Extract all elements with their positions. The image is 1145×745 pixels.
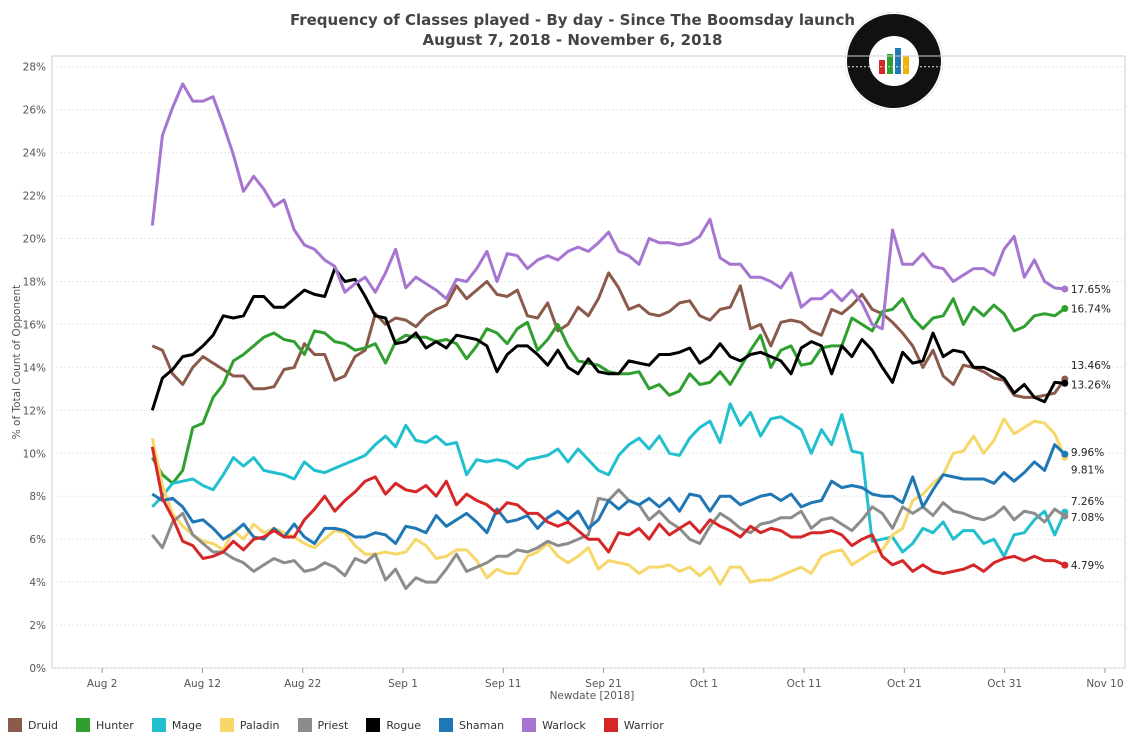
series-line-warrior (150, 446, 1066, 575)
end-label-mage: 7.26% (1071, 496, 1104, 508)
data-reaper-report-logo (845, 12, 943, 110)
end-label-warlock: 17.65% (1071, 284, 1111, 296)
y-tick-label: 14% (23, 362, 46, 374)
legend-item-mage: Mage (151, 718, 202, 732)
logo-emblem (869, 36, 919, 86)
end-labels: 13.46% 16.74% 7.26% 9.81% 7.08% 13.26% 9.96% 17… (1071, 284, 1111, 572)
series-end-point-rogue (1061, 379, 1069, 387)
series-end-point-warrior (1061, 561, 1069, 569)
axes: 0% 2% 4% 6% 8% 10% 12% 14% 16% 18% 20% 22% 24% 26% 28%… (23, 62, 1124, 690)
legend-swatch (438, 718, 453, 732)
x-axis-title: Newdate [2018] (550, 690, 635, 702)
y-tick-label: 12% (23, 405, 46, 417)
logo-bar-gold (903, 56, 909, 74)
legend-item-rogue: Rogue (366, 718, 421, 732)
y-tick-label: 10% (23, 448, 46, 460)
x-tick-label: Oct 1 (690, 678, 718, 690)
legend-item-hunter: Hunter (76, 718, 134, 732)
end-label-paladin: 9.81% (1071, 464, 1104, 476)
y-tick-label: 26% (23, 105, 46, 117)
x-tick-label: Oct 11 (787, 678, 822, 690)
series-line-shaman (151, 443, 1066, 545)
y-tick-label: 2% (29, 620, 46, 632)
series-end-point-shaman (1061, 450, 1069, 458)
legend-item-warrior: Warrior (603, 718, 664, 732)
series-line-paladin (150, 417, 1067, 586)
y-tick-label: 18% (23, 276, 46, 288)
legend-item-shaman: Shaman (438, 718, 505, 732)
logo-bar-green (887, 54, 893, 74)
y-axis-title: % of Total Count of Opponent (11, 285, 23, 440)
x-tick-label: Oct 31 (987, 678, 1022, 690)
legend-label: Warlock (542, 718, 586, 732)
y-tick-label: 0% (29, 663, 46, 675)
legend-swatch (603, 718, 618, 732)
series-lines (150, 82, 1069, 590)
y-tick-label: 24% (23, 148, 46, 160)
end-label-hunter: 16.74% (1071, 304, 1111, 316)
chart-subtitle: August 7, 2018 - November 6, 2018 (422, 31, 723, 49)
legend-label: Paladin (239, 718, 280, 732)
series-line-mage (151, 402, 1067, 558)
legend-swatch (8, 718, 22, 732)
series-end-point-priest (1061, 512, 1069, 520)
end-label-shaman: 9.96% (1071, 447, 1104, 459)
series-line-druid (151, 271, 1067, 399)
legend-label: Warrior (623, 718, 664, 732)
legend-label: Hunter (96, 718, 134, 732)
legend-label: Rogue (386, 718, 421, 732)
y-tick-label: 20% (23, 234, 46, 246)
legend-item-warlock: Warlock (522, 718, 586, 732)
x-tick-label: Nov 10 (1086, 678, 1123, 690)
x-tick-label: Sep 21 (585, 678, 622, 690)
end-label-druid: 13.46% (1071, 360, 1111, 372)
legend-swatch (151, 718, 166, 732)
legend-swatch (76, 718, 91, 732)
x-tick-label: Oct 21 (887, 678, 922, 690)
legend-swatch (522, 718, 537, 732)
series-line-hunter (151, 297, 1066, 485)
legend-item-priest: Priest (297, 718, 349, 732)
x-tick-label: Aug 12 (184, 678, 221, 690)
series-end-point-hunter (1061, 305, 1069, 313)
logo-bar-blue (895, 48, 901, 74)
legend-swatch (297, 718, 312, 732)
legend-label: Mage (171, 718, 202, 732)
legend-label: Shaman (458, 718, 505, 732)
y-tick-label: 16% (23, 319, 46, 331)
end-label-priest: 7.08% (1071, 512, 1104, 524)
y-tick-label: 4% (29, 577, 46, 589)
series-end-point-warlock (1061, 285, 1069, 293)
x-tick-label: Aug 2 (87, 678, 118, 690)
series-line-warlock (150, 82, 1065, 331)
x-tick-label: Aug 22 (284, 678, 321, 690)
y-tick-label: 28% (23, 62, 46, 74)
series-line-rogue (150, 267, 1065, 411)
legend-label: Priest (317, 718, 349, 732)
x-tick-label: Sep 11 (485, 678, 522, 690)
legend-swatch (366, 718, 381, 732)
x-tick-label: Sep 1 (388, 678, 418, 690)
legend-label: Druid (28, 718, 59, 732)
y-tick-label: 22% (23, 191, 46, 203)
end-label-warrior: 4.79% (1071, 560, 1104, 572)
end-label-rogue: 13.26% (1071, 379, 1111, 391)
legend-swatch (219, 718, 234, 732)
legend-item-druid: Druid (8, 718, 58, 732)
legend: Druid Hunter Mage Paladin Priest Rogue Shaman W… (8, 716, 682, 734)
legend-item-paladin: Paladin (219, 718, 280, 732)
y-tick-label: 6% (29, 534, 46, 546)
chart-title: Frequency of Classes played - By day - S… (289, 11, 856, 29)
y-tick-label: 8% (29, 491, 46, 503)
